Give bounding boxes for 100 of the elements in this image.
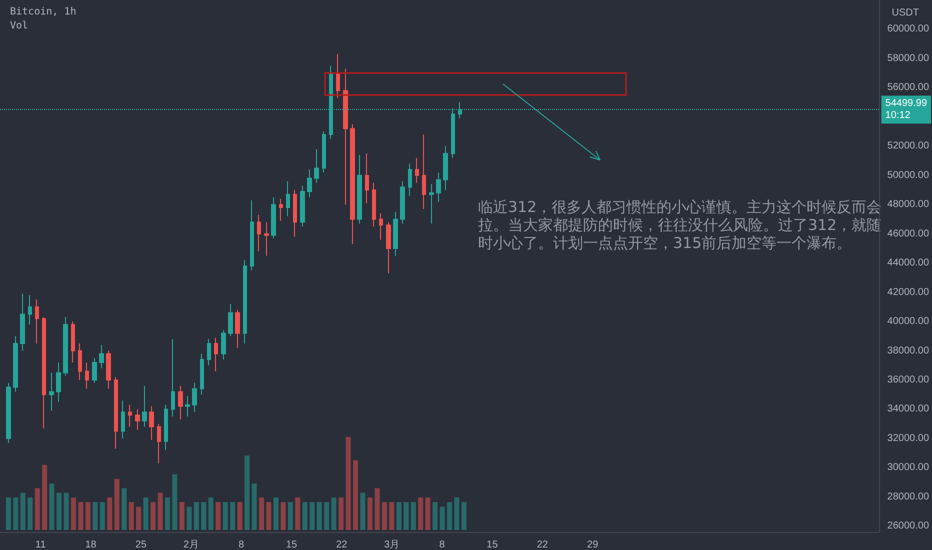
bar (100, 502, 105, 530)
bar (404, 502, 409, 530)
x-tick-label: 22 (536, 540, 548, 550)
bar (85, 502, 90, 530)
y-tick-label: 58000.00 (887, 52, 930, 64)
bar (150, 502, 156, 530)
y-tick-label: 26000.00 (887, 520, 930, 532)
bar (266, 502, 272, 530)
bar (92, 502, 98, 530)
bar (425, 497, 430, 530)
candlestick (92, 358, 97, 384)
x-tick-label: 25 (135, 540, 147, 550)
bar (244, 456, 250, 530)
candlestick (286, 180, 290, 217)
candlestick (279, 198, 283, 222)
x-tick-label: 2月 (183, 540, 199, 550)
candlestick (13, 336, 18, 392)
bar (222, 502, 228, 530)
bar (122, 488, 127, 530)
candlestick (228, 304, 233, 337)
bar (418, 497, 424, 530)
y-tick-label: 28000.00 (887, 491, 930, 502)
candlestick (114, 376, 118, 450)
y-tick-label: 46000.00 (887, 228, 930, 240)
candlestick (63, 316, 68, 376)
bar (310, 502, 315, 530)
x-tick-label: 8 (238, 540, 245, 550)
bar (367, 497, 372, 530)
candlestick (314, 148, 319, 184)
y-tick-label: 40000.00 (887, 316, 930, 328)
bar (136, 506, 142, 530)
x-tick-label: 15 (486, 540, 498, 550)
candlestick (85, 362, 89, 390)
x-tick-label: 22 (336, 540, 348, 550)
y-tick-label: 42000.00 (887, 286, 930, 298)
candlestick (35, 299, 39, 344)
bar (302, 502, 308, 530)
bar (56, 492, 62, 530)
bar (288, 502, 293, 530)
y-tick-label: 60000.00 (887, 24, 930, 35)
bar (331, 497, 336, 530)
bar (186, 506, 192, 530)
bar (165, 497, 170, 530)
bar (20, 492, 26, 530)
x-tick-label: 29 (587, 540, 599, 550)
bar (179, 502, 184, 530)
bar (374, 488, 380, 530)
x-tick-label: 8 (439, 540, 446, 550)
bar (389, 502, 394, 530)
candlestick (207, 338, 211, 366)
y-tick-label: 50000.00 (887, 170, 930, 181)
candlestick (121, 400, 125, 439)
candlestick (422, 134, 426, 210)
candlestick (293, 190, 297, 238)
candlestick (257, 214, 261, 252)
bar (382, 502, 387, 530)
candlestick (20, 293, 25, 352)
bar (216, 502, 221, 530)
candlestick (322, 131, 326, 173)
bar (42, 464, 48, 530)
candlestick (436, 172, 441, 202)
bar (78, 502, 84, 530)
candlestick (200, 353, 204, 396)
candlestick (171, 338, 175, 418)
bar (49, 484, 54, 530)
candlestick (178, 385, 183, 420)
candlestick (135, 408, 140, 430)
y-tick-label: 32000.00 (887, 432, 930, 444)
candlestick (185, 396, 190, 418)
bar (208, 497, 214, 530)
candlestick (56, 362, 61, 402)
candlestick (357, 154, 362, 224)
candlestick (408, 163, 412, 196)
candlestick (235, 309, 240, 348)
y-tick-label: 44000.00 (887, 258, 930, 269)
candlestick (42, 316, 46, 429)
candlestick (49, 372, 54, 412)
bar (28, 497, 33, 530)
bar (230, 502, 236, 530)
candlestick (28, 294, 32, 325)
bar (440, 506, 445, 530)
x-tick-label: 18 (85, 540, 97, 550)
candlestick (271, 196, 276, 239)
bar (338, 497, 344, 530)
bar (324, 502, 330, 530)
y-tick-label: 36000.00 (887, 374, 930, 386)
bar (143, 497, 148, 530)
candlestick (372, 182, 376, 228)
candlestick (128, 404, 132, 428)
candlestick (142, 385, 147, 428)
y-tick-label: 48000.00 (887, 199, 930, 210)
bar (410, 502, 416, 530)
bar (107, 497, 112, 530)
candlestick (379, 212, 383, 240)
candlestick (6, 382, 11, 444)
y-tick-label: 52000.00 (887, 140, 930, 152)
candlestick (350, 124, 355, 245)
candlestick (365, 152, 369, 204)
candlestick (415, 157, 419, 184)
bar (128, 502, 134, 530)
